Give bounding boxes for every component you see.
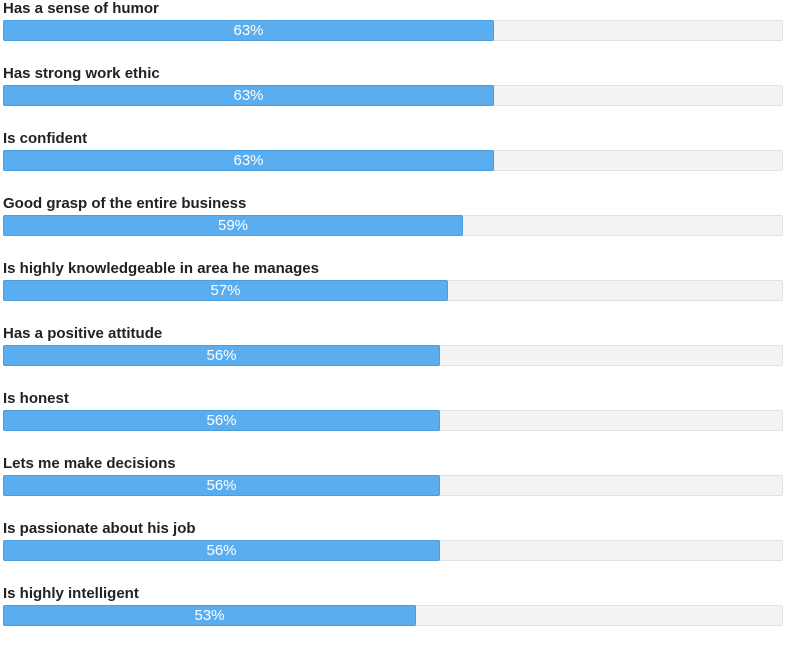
bar-category-label: Has a sense of humor — [3, 0, 159, 17]
bar-category-label: Has a positive attitude — [3, 325, 163, 342]
bar-row: Has a positive attitude 56% — [0, 325, 787, 390]
bar-row: Good grasp of the entire business 59% — [0, 195, 787, 260]
bar-category-label: Good grasp of the entire business — [3, 195, 247, 212]
bar-category-label: Has strong work ethic — [3, 65, 160, 82]
bar-category-label: Is highly intelligent — [3, 585, 139, 602]
bar — [3, 475, 440, 496]
bar — [3, 345, 440, 366]
bar-category-label: Is confident — [3, 130, 88, 147]
bar-value-label: 56% — [206, 412, 237, 429]
bar — [3, 540, 440, 561]
bar-row: Is honest 56% — [0, 390, 787, 455]
bar-row: Has a sense of humor 63% — [0, 0, 787, 65]
bar-value-label: 56% — [206, 347, 237, 364]
bar-row: Is highly knowledgeable in area he manag… — [0, 260, 787, 325]
bar — [3, 215, 463, 236]
bar-chart: Has a sense of humor 63% Has strong work e… — [0, 0, 787, 626]
bar-value-label: 63% — [233, 87, 264, 104]
bar-row: Has strong work ethic 63% — [0, 65, 787, 130]
bar-value-label: 56% — [206, 477, 237, 494]
bar — [3, 20, 494, 41]
bar-row: Lets me make decisions 56% — [0, 455, 787, 520]
bar-value-label: 59% — [217, 217, 249, 234]
bar — [3, 280, 448, 301]
bar-value-label: 63% — [233, 22, 264, 39]
bar — [3, 85, 494, 106]
bar-row: Is passionate about his job 56% — [0, 520, 787, 585]
bar — [3, 605, 416, 626]
bar-category-label: Is honest — [3, 390, 69, 407]
bar — [3, 410, 440, 431]
bar-category-label: Is passionate about his job — [3, 520, 196, 537]
bar-category-label: Lets me make decisions — [3, 455, 176, 472]
bar-value-label: 63% — [233, 152, 264, 169]
bar — [3, 150, 494, 171]
bar-row: Is confident 63% — [0, 130, 787, 195]
bar-category-label: Is highly knowledgeable in area he manag… — [3, 260, 319, 277]
bar-value-label: 56% — [206, 542, 237, 559]
bar-row: Is highly intelligent 53% — [0, 585, 787, 650]
bar-value-label: 57% — [210, 282, 241, 299]
bar-value-label: 53% — [194, 607, 225, 624]
